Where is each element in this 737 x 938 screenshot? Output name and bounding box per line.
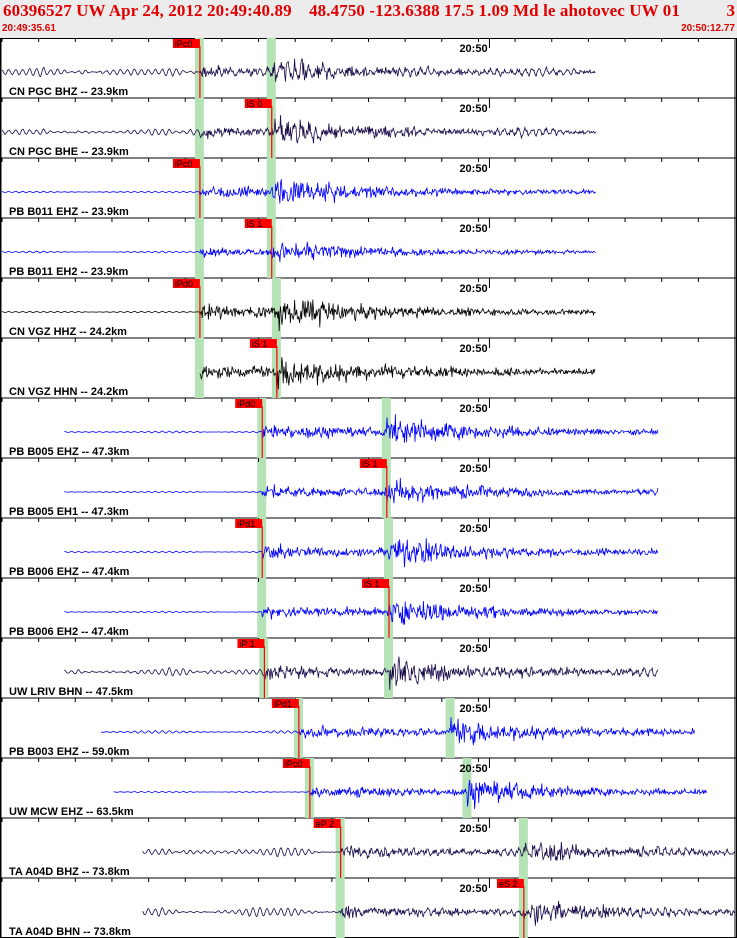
time-tick-label: 20:50	[459, 643, 487, 655]
pick-label: iS 1	[252, 339, 268, 349]
time-tick-label: 20:50	[459, 163, 487, 175]
pick-flag	[244, 219, 272, 228]
trace-label: TA A04D BHN -- 73.8km	[9, 926, 131, 938]
pick-flag	[282, 759, 310, 768]
time-tick-label: 20:50	[459, 703, 487, 715]
p-window	[194, 98, 204, 158]
pick-flag	[237, 639, 265, 648]
s-window	[266, 158, 276, 218]
p-window	[335, 878, 345, 938]
waveform	[1, 114, 596, 144]
time-tick-label: 20:50	[459, 283, 487, 295]
pick-label: iPc0	[175, 159, 193, 169]
event-header: 60396527 UW Apr 24, 2012 20:49:40.89 48.…	[0, 0, 737, 38]
pick-flag	[244, 99, 272, 108]
trace-label: PB B003 EHZ -- 59.0km	[9, 746, 130, 758]
time-tick-label: 20:50	[459, 523, 487, 535]
waveform	[64, 414, 659, 443]
trace-label: CN VGZ HHZ -- 24.2km	[9, 326, 127, 338]
trace-label: CN PGC BHZ -- 23.9km	[9, 86, 128, 98]
waveform	[1, 299, 596, 332]
pick-flag	[271, 699, 299, 708]
pick-label: iPd1	[274, 699, 292, 709]
waveform	[100, 717, 695, 746]
seismogram-plot: 20:50 iPc0 CN PGC BHZ -- 23.9km 20:50 iS 0 CN…	[0, 38, 737, 938]
s-window	[384, 638, 394, 698]
time-tick-label: 20:50	[459, 403, 487, 415]
s-window	[271, 278, 281, 338]
start-time-label: 20:49:35.61	[2, 23, 56, 34]
p-window	[257, 458, 267, 518]
pick-label: iS 1	[362, 459, 378, 469]
waveform	[142, 841, 736, 861]
trace-label: CN PGC BHE -- 23.9km	[9, 146, 129, 158]
pick-label: iPd1	[237, 519, 255, 529]
pick-label: iPc0	[175, 39, 193, 49]
waveform	[64, 477, 659, 504]
pick-flag	[359, 459, 387, 468]
pick-flag	[362, 579, 390, 588]
pick-flag	[172, 159, 200, 168]
waveform	[64, 538, 659, 568]
pick-label: iS 0	[247, 99, 263, 109]
time-tick-label: 20:50	[459, 763, 487, 775]
time-tick-label: 20:50	[459, 463, 487, 475]
trace-label: TA A04D BHZ -- 73.8km	[9, 866, 130, 878]
waveform	[64, 656, 659, 691]
s-window	[518, 818, 528, 878]
time-tick-label: 20:50	[459, 43, 487, 55]
trace-label: PB B006 EH2 -- 47.4km	[9, 626, 129, 638]
trace-label: PB B006 EHZ -- 47.4km	[9, 566, 130, 578]
trace-label: UW MCW EHZ -- 63.5km	[9, 806, 134, 818]
pick-label: eP 2	[316, 819, 334, 829]
waveform	[1, 58, 596, 83]
pick-label: iPd0	[175, 279, 193, 289]
p-window	[194, 338, 204, 398]
trace-label: PB B005 EHZ -- 47.3km	[9, 446, 130, 458]
pick-label: iS 1	[364, 579, 380, 589]
plot-frame	[0, 38, 737, 938]
trace-label: UW LRIV BHN -- 47.5km	[9, 686, 133, 698]
event-title: 60396527 UW Apr 24, 2012 20:49:40.89 48.…	[3, 1, 680, 20]
pick-label: iP 1	[239, 639, 254, 649]
trace-label: PB B011 EHZ -- 23.9km	[9, 206, 129, 218]
page-number: 3	[726, 1, 736, 20]
waveform	[1, 241, 596, 263]
time-tick-label: 20:50	[459, 583, 487, 595]
pick-flag	[172, 39, 200, 48]
pick-flag	[249, 339, 277, 348]
pick-flag	[172, 279, 200, 288]
time-tick-label: 20:50	[459, 343, 487, 355]
time-tick-label: 20:50	[459, 223, 487, 235]
waveform	[199, 357, 596, 394]
waveform	[64, 600, 659, 625]
end-time-label: 20:50:12.77	[681, 23, 735, 34]
time-tick-label: 20:50	[459, 823, 487, 835]
pick-label: iPc0	[285, 759, 303, 769]
s-window	[462, 758, 472, 818]
p-window	[194, 218, 204, 278]
time-tick-label: 20:50	[459, 103, 487, 115]
p-window	[257, 578, 267, 638]
time-tick-label: 20:50	[459, 883, 487, 895]
pick-label: eS 2	[499, 879, 518, 889]
pick-flag	[235, 519, 263, 528]
pick-flag	[235, 399, 263, 408]
s-window	[384, 518, 394, 578]
trace-label: PB B011 EH2 -- 23.9km	[9, 266, 128, 278]
trace-label: CN VGZ HHN -- 24.2km	[9, 386, 128, 398]
s-window	[266, 38, 276, 98]
pick-flag	[496, 879, 524, 888]
pick-label: iS 1	[247, 219, 263, 229]
waveform	[113, 779, 708, 810]
pick-label: iPd0	[237, 399, 255, 409]
trace-label: PB B005 EH1 -- 47.3km	[9, 506, 129, 518]
pick-flag	[313, 819, 341, 828]
waveform	[142, 900, 736, 926]
waveform	[1, 179, 596, 204]
